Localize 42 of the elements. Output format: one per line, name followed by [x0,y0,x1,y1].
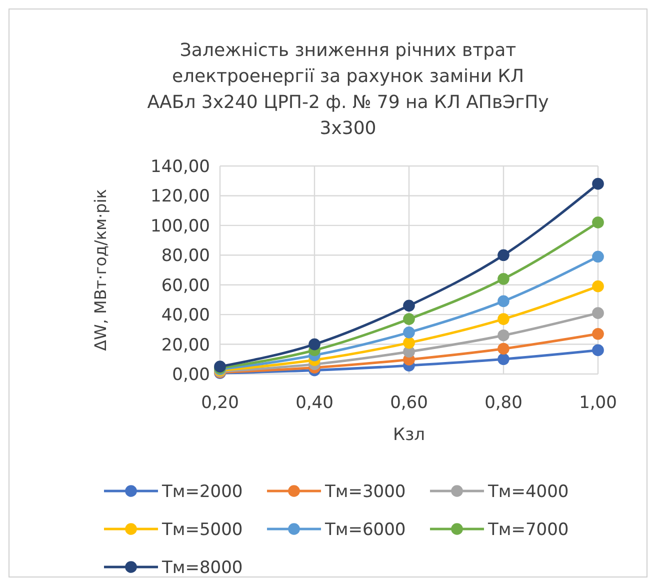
point [592,307,604,319]
y-axis-title: ΔW, МВт·год/км·рік [91,188,110,351]
x-tick-label: 1,00 [579,393,617,413]
x-tick-label: 0,40 [296,393,334,413]
y-tick-label: 120,00 [150,186,210,207]
point [498,295,510,308]
point [403,326,415,338]
point [498,342,510,355]
point [592,216,604,228]
point [498,353,510,366]
y-tick-label: 140,00 [150,157,210,177]
legend-label: Тм=3000 [324,482,406,502]
legend-label: Тм=6000 [324,520,406,540]
point [498,249,510,262]
y-tick-label: 0,00 [172,365,210,385]
point [403,336,415,349]
legend-label: Тм=2000 [161,482,243,502]
legend-label: Тм=5000 [161,520,243,540]
point [308,338,320,350]
y-tick-label: 20,00 [161,335,210,356]
y-tick-label: 100,00 [150,216,210,236]
point [498,273,510,285]
point [592,328,604,340]
x-tick-label: 0,20 [201,393,239,413]
legend-label: Тм=8000 [161,558,243,578]
legend-label: Тм=4000 [487,482,569,502]
point [403,313,415,325]
point [592,250,604,263]
y-tick-label: 60,00 [161,276,210,296]
point [592,178,604,190]
point [498,313,510,325]
x-axis-title: Кзл [393,425,425,445]
y-tick-label: 80,00 [161,246,210,266]
point [592,280,604,292]
x-tick-label: 0,60 [390,393,428,413]
y-tick-label: 40,00 [161,306,210,326]
point [592,344,604,356]
legend-label: Тм=7000 [487,520,569,540]
point [403,300,415,312]
chart-title: Залежність зниження річних втрат електроенергії за рахунок заміни КЛ ААБл 3х240 ЦРП-2 ф. № 79 на КЛ АПвЭгПу 3х300 [147,40,550,139]
x-tick-label: 0,80 [484,393,522,413]
point [498,329,510,342]
